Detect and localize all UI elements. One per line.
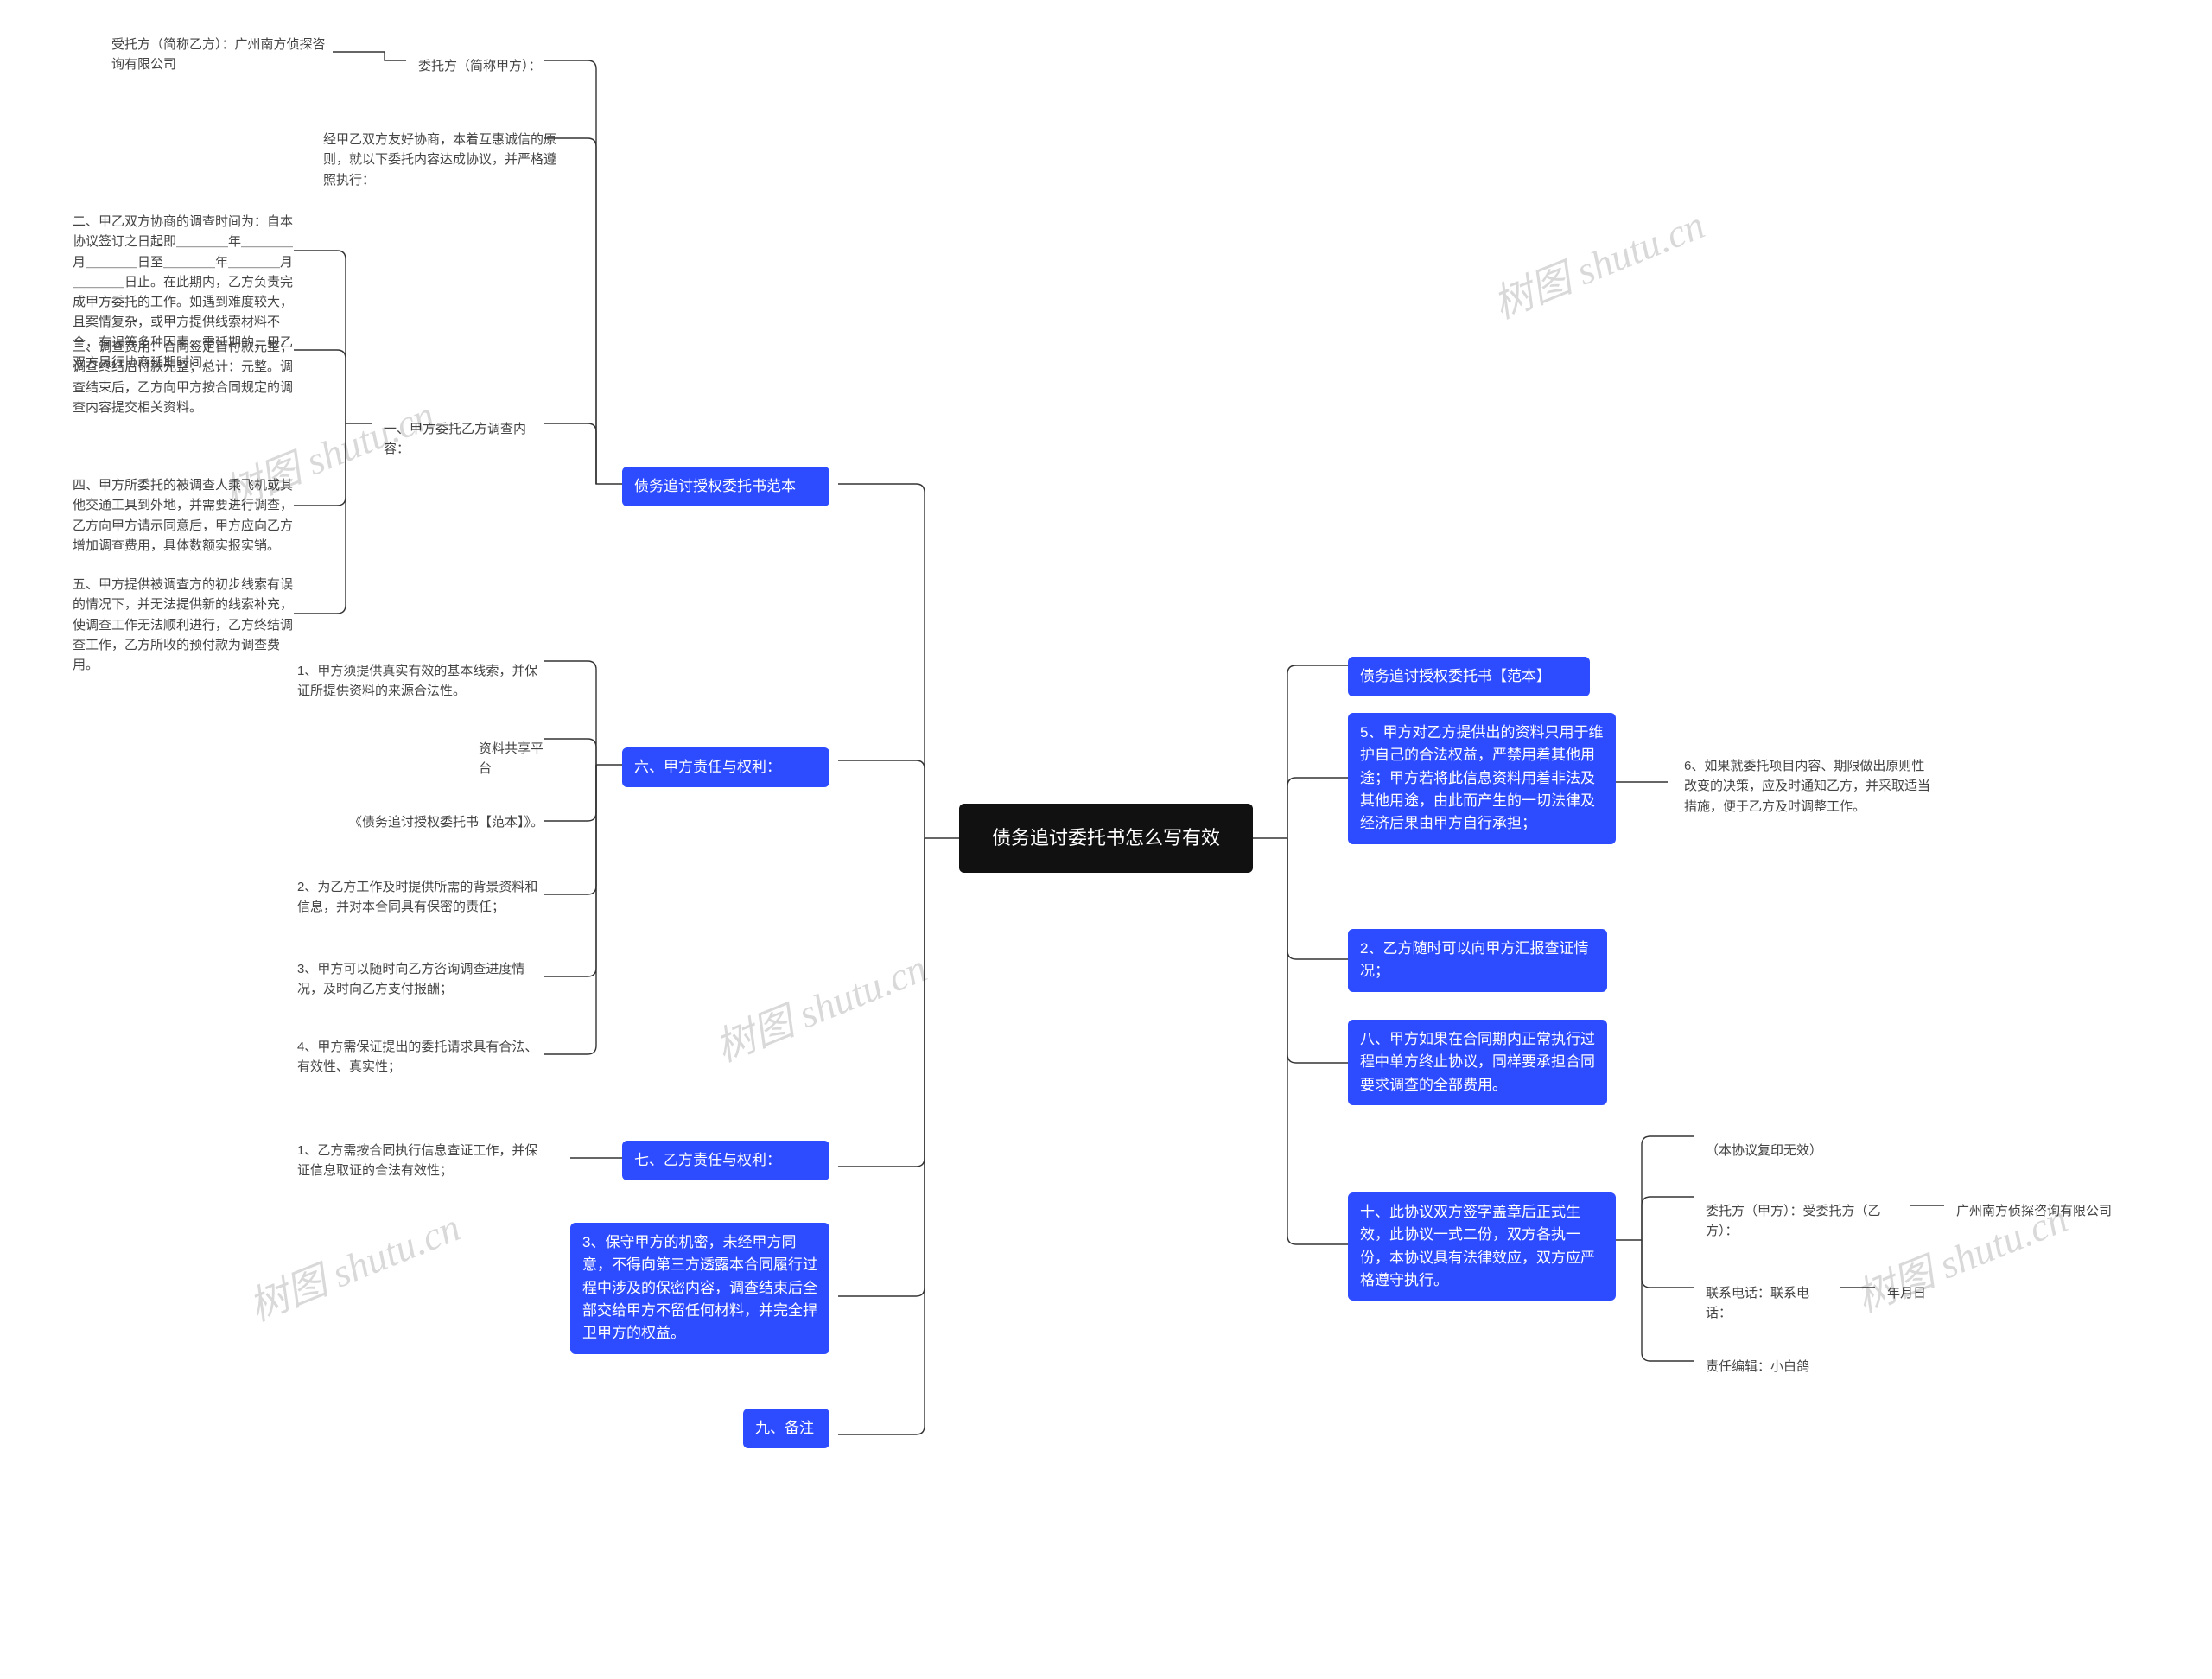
left-b1[interactable]: 债务追讨授权委托书范本 (622, 467, 830, 506)
b2-l6: 4、甲方需保证提出的委托请求具有合法、有效性、真实性； (285, 1028, 553, 1086)
right-b5[interactable]: 十、此协议双方签字盖章后正式生效，此协议一式二份，双方各执一份，本协议具有法律效… (1348, 1192, 1616, 1301)
b3-leaf: 1、乙方需按合同执行信息查证工作，并保证信息取证的合法有效性； (285, 1132, 562, 1190)
b2r-leaf: 6、如果就委托项目内容、期限做出原则性改变的决策，应及时通知乙方，并采取适当措施… (1672, 747, 1948, 825)
b5r-l2b: 广州南方侦探咨询有限公司 (1944, 1192, 2160, 1230)
left-b5[interactable]: 九、备注 (743, 1409, 830, 1448)
p3-l4: 五、甲方提供被调查方的初步线索有误的情况下，并无法提供新的线索补充，使调查工作无… (60, 566, 307, 684)
left-b2[interactable]: 六、甲方责任与权利： (622, 747, 830, 787)
watermark: 树图 shutu.cn (239, 1196, 467, 1332)
watermark: 树图 shutu.cn (1484, 194, 1712, 330)
left-b4[interactable]: 3、保守甲方的机密，未经甲方同意，不得向第三方透露本合同履行过程中涉及的保密内容… (570, 1223, 830, 1354)
b5r-l3b: 年月日 (1875, 1275, 1953, 1312)
b1-p2: 经甲乙双方友好协商，本着互惠诚信的原则，就以下委托内容达成协议，并严格遵照执行： (311, 121, 579, 199)
b5r-l3: 联系电话：联系电话： (1694, 1275, 1840, 1332)
left-b3[interactable]: 七、乙方责任与权利： (622, 1141, 830, 1180)
b2-l5: 3、甲方可以随时向乙方咨询调查进度情况，及时向乙方支付报酬； (285, 951, 553, 1008)
b2-l2: 资料共享平台 (467, 730, 562, 788)
p1-leaf: 受托方（简称乙方）：广州南方侦探咨询有限公司 (99, 26, 346, 84)
b1-p1: 委托方（简称甲方）： (406, 48, 562, 85)
b2-l1: 1、甲方须提供真实有效的基本线索，并保证所提供资料的来源合法性。 (285, 652, 553, 710)
b2-l3: 《债务追讨授权委托书【范本】》。 (337, 804, 562, 841)
right-b4[interactable]: 八、甲方如果在合同期内正常执行过程中单方终止协议，同样要承担合同要求调查的全部费… (1348, 1020, 1607, 1105)
b1-p3: 一、甲方委托乙方调查内容： (372, 410, 562, 468)
b5r-l4: 责任编辑：小白鸽 (1694, 1348, 1840, 1385)
p3-l3: 四、甲方所委托的被调查人乘飞机或其他交通工具到外地，并需要进行调查，乙方向甲方请… (60, 467, 307, 564)
b5r-l2: 委托方（甲方）：受委托方（乙方）： (1694, 1192, 1910, 1250)
p3-l2: 三、调查费用：合同签定首付款元整；调查终结后付款元整；总计：元整。调查结束后，乙… (60, 328, 307, 426)
watermark: 树图 shutu.cn (706, 937, 934, 1073)
b2-l4: 2、为乙方工作及时提供所需的背景资料和信息，并对本合同具有保密的责任； (285, 868, 553, 926)
right-b1[interactable]: 债务追讨授权委托书【范本】 (1348, 657, 1590, 696)
b5r-l1: （本协议复印无效） (1694, 1132, 1840, 1169)
root: 债务追讨委托书怎么写有效 (959, 804, 1253, 873)
right-b3[interactable]: 2、乙方随时可以向甲方汇报查证情况； (1348, 929, 1607, 992)
right-b2[interactable]: 5、甲方对乙方提供出的资料只用于维护自己的合法权益，严禁用着其他用途；甲方若将此… (1348, 713, 1616, 844)
